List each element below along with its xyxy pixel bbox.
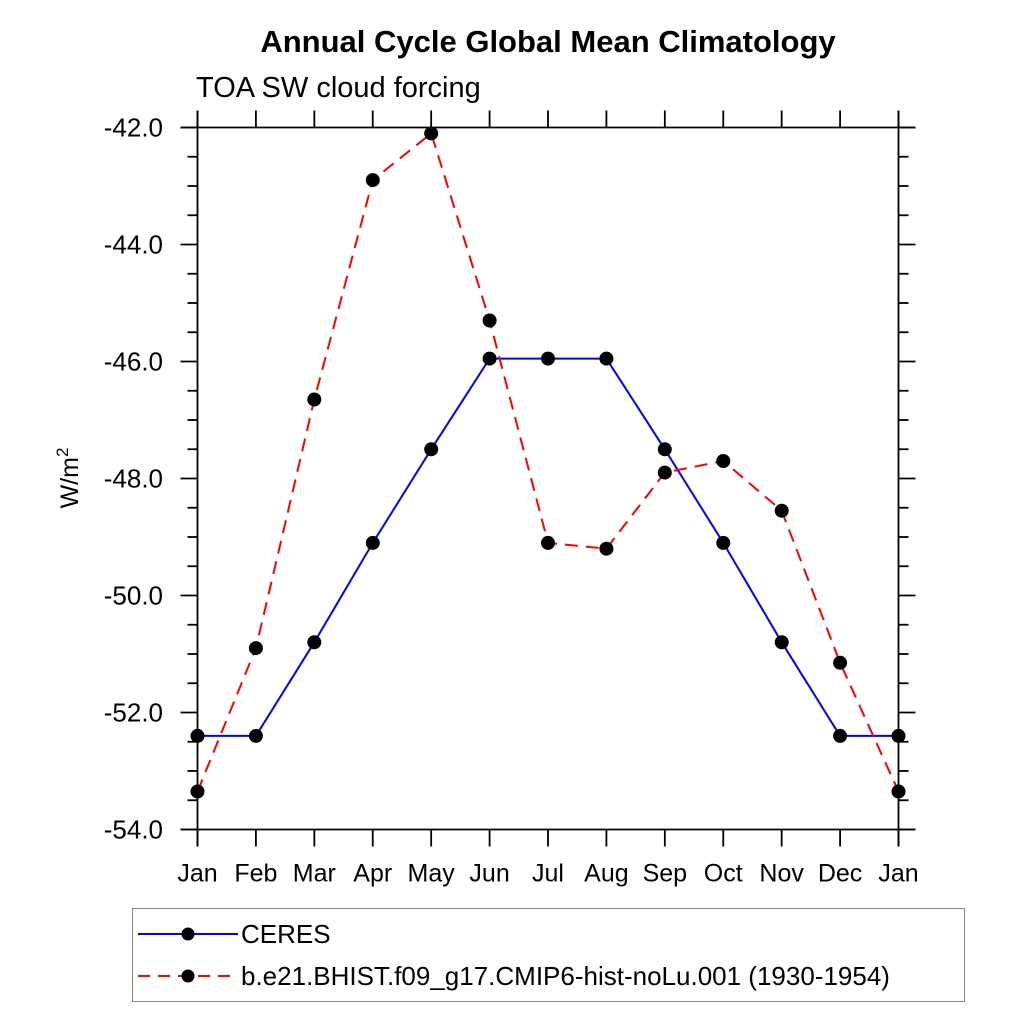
data-point-marker: [833, 728, 848, 743]
data-point-marker: [307, 635, 322, 650]
legend-label-ceres: CERES: [241, 918, 331, 949]
legend-item-ceres: CERES: [133, 913, 964, 955]
y-tick-label: -42.0: [104, 113, 163, 143]
data-point-marker: [190, 784, 205, 799]
data-point-marker: [657, 442, 672, 457]
y-axis-label: W/m2: [53, 448, 84, 509]
x-tick-label: Jan: [878, 860, 918, 888]
chart-title: Annual Cycle Global Mean Climatology: [260, 24, 836, 59]
data-point-marker: [657, 465, 672, 480]
data-point-marker: [248, 641, 263, 656]
data-point-marker: [599, 351, 614, 366]
data-point-marker: [716, 535, 731, 550]
x-tick-label: Oct: [704, 860, 743, 888]
legend-line-sample-model: [138, 969, 238, 983]
x-tick-label: Apr: [353, 860, 392, 888]
x-tick-label: May: [408, 860, 456, 888]
y-tick-label: -44.0: [104, 230, 163, 260]
data-point-marker: [891, 728, 906, 743]
x-tick-label: Jan: [177, 860, 217, 888]
data-point-marker: [365, 535, 380, 550]
series-line-model: [196, 131, 900, 792]
data-point-marker: [833, 655, 848, 670]
x-tick-label: Nov: [759, 860, 804, 888]
chart-subtitle: TOA SW cloud forcing: [196, 72, 481, 104]
x-tick-label: Mar: [293, 860, 336, 888]
x-tick-label: Jul: [532, 860, 564, 888]
data-point-marker: [365, 173, 380, 188]
legend-line-sample-ceres: [138, 927, 238, 941]
y-tick-label: -54.0: [104, 815, 163, 845]
data-point-marker: [424, 442, 439, 457]
legend-marker: [181, 969, 195, 983]
data-point-marker: [482, 351, 497, 366]
x-tick-label: Feb: [234, 860, 277, 888]
legend-label-model: b.e21.BHIST.f09_g17.CMIP6-hist-noLu.001 …: [241, 960, 890, 991]
y-tick-label: -48.0: [104, 464, 163, 494]
data-point-marker: [307, 392, 322, 407]
legend-item-model: b.e21.BHIST.f09_g17.CMIP6-hist-noLu.001 …: [133, 955, 964, 997]
data-point-marker: [541, 535, 555, 550]
y-tick-label: -50.0: [104, 581, 163, 611]
data-point-marker: [248, 728, 263, 743]
y-tick-label: -46.0: [104, 347, 163, 377]
data-point-marker: [190, 728, 205, 743]
x-tick-label: Dec: [818, 860, 862, 888]
x-tick-label: Jun: [469, 860, 509, 888]
data-point-marker: [599, 541, 614, 556]
x-tick-label: Sep: [643, 860, 687, 888]
x-tick-label: Aug: [584, 860, 628, 888]
data-point-marker: [716, 454, 731, 468]
data-point-marker: [891, 784, 906, 799]
legend: CERES b.e21.BHIST.f09_g17.CMIP6-hist-noL…: [132, 908, 965, 1002]
data-point-marker: [541, 351, 555, 366]
data-point-marker: [482, 313, 497, 328]
data-point-marker: [774, 635, 789, 650]
legend-marker: [181, 927, 195, 941]
data-point-marker: [774, 503, 789, 518]
data-point-marker: [424, 126, 439, 141]
y-tick-label: -52.0: [104, 698, 163, 728]
